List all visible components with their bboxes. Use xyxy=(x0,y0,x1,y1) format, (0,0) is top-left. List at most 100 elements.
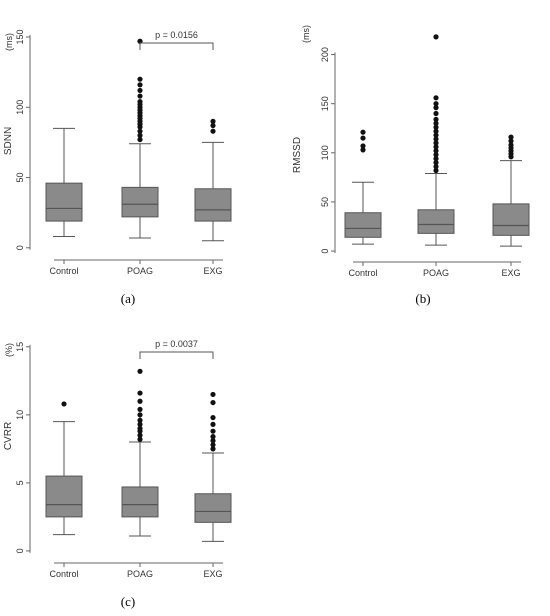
y-unit-label: (ms) xyxy=(4,33,14,51)
y-tick-label: 0 xyxy=(15,548,25,553)
outlier-point xyxy=(137,436,143,442)
outlier-point xyxy=(433,160,439,166)
outlier-point xyxy=(210,122,216,129)
x-category-label: EXG xyxy=(501,268,520,278)
outlier-point xyxy=(433,144,439,150)
x-category-label: EXG xyxy=(203,266,222,276)
significance-bracket: p = 0.0156 xyxy=(139,30,214,50)
x-category-label: POAG xyxy=(423,268,449,278)
outlier-point xyxy=(137,412,143,418)
panel-caption: (c) xyxy=(121,594,135,609)
bracket-line xyxy=(139,42,214,50)
box-exg xyxy=(194,118,232,242)
outlier-point xyxy=(137,432,143,438)
y-axis-label: CVRR xyxy=(3,422,14,450)
y-tick-label: 50 xyxy=(15,173,25,183)
outlier-point xyxy=(137,76,143,82)
y-tick-label: 10 xyxy=(15,410,25,420)
iqr-box xyxy=(45,182,83,222)
box-poag xyxy=(417,34,455,246)
outlier-point xyxy=(508,134,514,140)
outlier-point xyxy=(210,434,216,440)
box-control xyxy=(344,129,382,245)
y-tick-label: 150 xyxy=(320,96,330,111)
outlier-point xyxy=(210,391,216,398)
outlier-point xyxy=(137,99,143,105)
bracket-line xyxy=(139,351,214,359)
outlier-point xyxy=(61,401,67,407)
box-exg xyxy=(492,134,530,247)
p-value-label: p = 0.0037 xyxy=(155,339,198,349)
y-tick-label: 15 xyxy=(15,342,25,352)
y-tick-label: 0 xyxy=(15,245,25,250)
outlier-point xyxy=(433,136,439,142)
outlier-point xyxy=(210,128,216,134)
x-category-label: POAG xyxy=(127,266,153,276)
outlier-point xyxy=(137,128,143,134)
outlier-point xyxy=(433,167,439,174)
box-control xyxy=(45,401,83,536)
outlier-point xyxy=(210,428,216,434)
y-tick-label: 0 xyxy=(320,249,330,254)
outlier-point xyxy=(210,399,216,406)
outlier-point xyxy=(137,390,143,396)
panel-caption: (a) xyxy=(121,291,135,306)
outlier-point xyxy=(210,421,216,427)
x-category-label: EXG xyxy=(203,569,222,579)
box-control xyxy=(45,127,83,238)
outlier-point xyxy=(137,425,143,432)
iqr-box xyxy=(121,486,159,518)
outlier-point xyxy=(433,124,439,130)
x-category-label: Control xyxy=(348,268,377,278)
outlier-point xyxy=(137,93,143,99)
significance-bracket: p = 0.0037 xyxy=(139,339,214,359)
y-tick-label: 200 xyxy=(320,47,330,62)
outlier-point xyxy=(210,446,216,452)
outlier-point xyxy=(508,142,514,148)
outlier-point xyxy=(137,82,143,88)
outlier-point xyxy=(433,152,439,158)
outlier-point xyxy=(433,116,439,123)
outlier-point xyxy=(137,398,143,404)
iqr-box xyxy=(194,493,232,523)
x-category-label: Control xyxy=(49,266,78,276)
outlier-point xyxy=(433,101,439,107)
y-unit-label: (ms) xyxy=(301,25,311,43)
outlier-point xyxy=(433,120,439,126)
panel-a-sdnn: 0 50 100 150 Control POAG EXG SDNN (ms) p = 0.015… xyxy=(3,30,232,306)
outlier-point xyxy=(137,136,143,143)
panel-c-cvrr: 0 5 10 15 Control POAG EXG CVRR (%) p = 0.0037 (c) xyxy=(3,339,232,609)
outlier-point xyxy=(137,132,143,138)
outlier-point xyxy=(433,110,439,117)
y-axis-label: RMSSD xyxy=(292,137,303,173)
x-category-label: POAG xyxy=(127,569,153,579)
box-exg xyxy=(194,391,232,542)
outlier-point xyxy=(433,95,439,101)
y-tick-label: 150 xyxy=(15,30,25,45)
box-poag xyxy=(121,368,159,537)
panel-b-rmssd: 0 50 100 150 200 Control POAG EXG RMSSD (ms) (b) xyxy=(292,25,530,306)
y-unit-label: (%) xyxy=(4,343,14,357)
x-category-label: Control xyxy=(49,569,78,579)
iqr-box xyxy=(344,212,382,238)
outlier-point xyxy=(137,368,143,374)
outlier-point xyxy=(508,138,514,144)
outlier-point xyxy=(360,143,366,149)
outlier-point xyxy=(433,132,439,138)
outlier-point xyxy=(210,442,216,448)
y-tick-label: 100 xyxy=(320,145,330,160)
outlier-point xyxy=(360,135,366,141)
outlier-point xyxy=(137,417,143,423)
outlier-point xyxy=(137,87,143,94)
outlier-point xyxy=(137,406,143,412)
outlier-point xyxy=(433,34,439,40)
outlier-point xyxy=(360,147,366,153)
outlier-point xyxy=(210,118,216,124)
outlier-point xyxy=(433,163,439,170)
box-poag xyxy=(121,38,159,239)
iqr-box xyxy=(45,475,83,518)
iqr-box xyxy=(121,186,159,218)
p-value-label: p = 0.0156 xyxy=(155,30,198,40)
outlier-point xyxy=(433,148,439,154)
